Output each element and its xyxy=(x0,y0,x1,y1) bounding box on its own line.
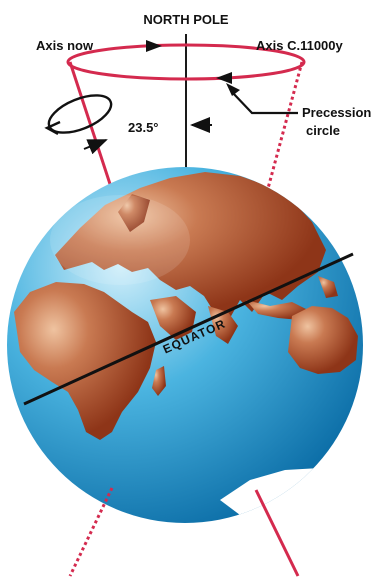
globe xyxy=(7,167,363,523)
scandinavia-landmass xyxy=(118,194,150,232)
madagascar-landmass xyxy=(152,366,166,396)
rotation-arrow-icon xyxy=(44,94,113,136)
current-axis-south xyxy=(254,489,300,577)
precession-pointer xyxy=(231,91,298,115)
future-axis-south xyxy=(68,487,114,577)
africa-landmass xyxy=(14,282,156,440)
axis-future-label: Axis C.11000y xyxy=(256,38,344,53)
tilt-arrow-left xyxy=(83,139,108,155)
precession-circle xyxy=(66,40,306,84)
precession-pointer-head xyxy=(226,83,240,96)
equator-line xyxy=(23,252,354,406)
north-pole-label: NORTH POLE xyxy=(143,12,229,27)
precession-label-line1: Precession xyxy=(302,105,371,120)
tilt-angle-label: 23.5° xyxy=(128,120,159,135)
precession-arrow-icon xyxy=(146,40,162,52)
axis-now-label: Axis now xyxy=(36,38,94,53)
arabia-landmass xyxy=(150,296,196,340)
precession-arrow-icon xyxy=(216,72,232,84)
precession-label-line2: circle xyxy=(306,123,340,138)
australia-landmass xyxy=(288,306,358,374)
islands-landmass xyxy=(318,276,338,298)
